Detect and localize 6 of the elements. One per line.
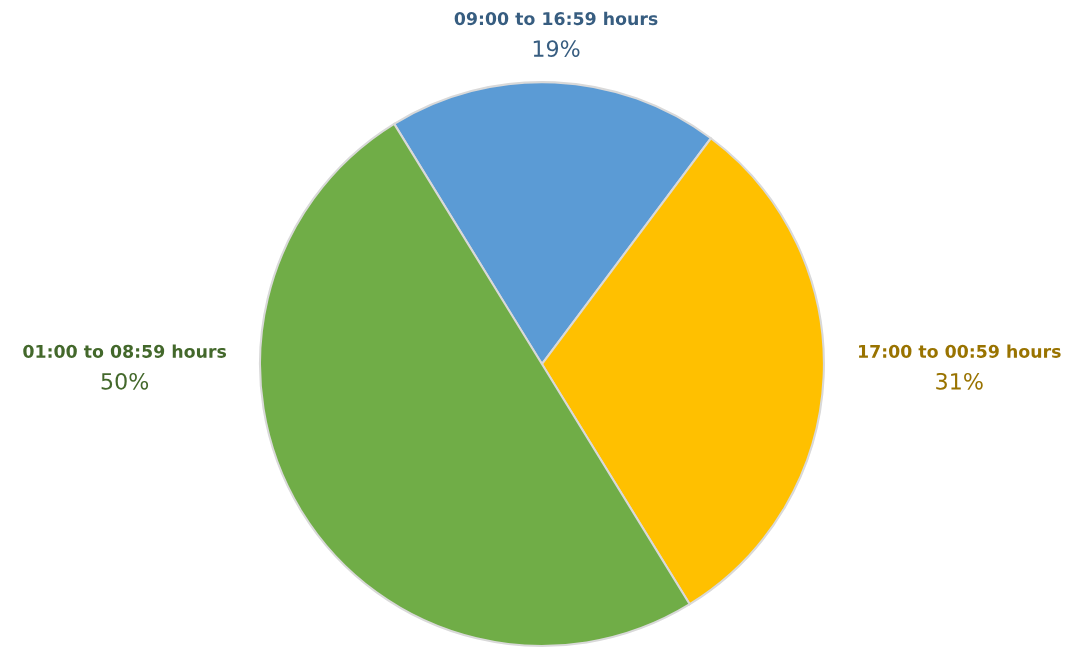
- slice-label: 17:00 to 00:59 hours: [859, 344, 1061, 358]
- data-label: 31%: [936, 372, 983, 390]
- slice-label: 09:00 to 16:59 hours: [454, 11, 658, 26]
- data-label: 19%: [533, 40, 580, 57]
- data-label: 50%: [101, 372, 149, 390]
- slice-label: 01:00 to 08:59 hours: [23, 344, 227, 358]
